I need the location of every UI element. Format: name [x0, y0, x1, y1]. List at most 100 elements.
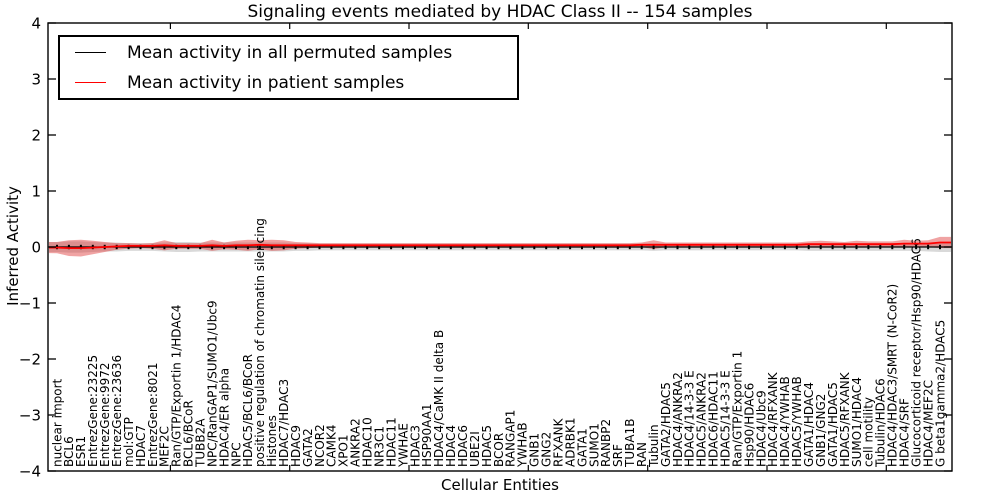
legend: Mean activity in all permuted samples Me… [58, 35, 519, 100]
permuted-point-marker [139, 244, 142, 250]
permuted-point-marker [557, 244, 560, 250]
permuted-point-marker [628, 244, 631, 250]
permuted-point-marker [748, 244, 751, 250]
permuted-point-marker [354, 244, 357, 250]
permuted-point-marker [760, 244, 762, 250]
x-tick-label: HDAC4/Ubc9 [754, 390, 768, 467]
permuted-point-marker [545, 244, 548, 250]
x-tick-label: TUBB2A [194, 418, 208, 468]
x-tick-label: Tubulin/HDAC6 [874, 378, 888, 468]
x-tick-label: HDAC4/YWHAB [778, 376, 792, 467]
x-tick-label: Histones [265, 415, 279, 467]
permuted-point-marker [235, 244, 237, 250]
y-tick-label: 4 [31, 15, 41, 33]
permuted-point-marker [211, 244, 214, 250]
permuted-line-swatch [75, 52, 106, 53]
permuted-point-marker [306, 244, 309, 250]
x-tick-label: NPC/RanGAP1/SUMO1/Ubc9 [205, 300, 219, 467]
x-tick-label: HDAC6/HDAC11 [707, 371, 721, 467]
legend-label-patient: Mean activity in patient samples [127, 72, 405, 93]
legend-item-patient: Mean activity in patient samples [60, 68, 517, 97]
x-tick-label: Ran/GTP/Exportin 1 [730, 351, 744, 467]
permuted-point-marker [581, 244, 583, 250]
x-tick-label: HDAC4/HDAC3/SMRT (N-CoR2) [886, 284, 900, 467]
x-tick-label: HDAC4/SRF [898, 398, 912, 467]
x-tick-label: HDAC5/BCL6/BCoR [241, 354, 255, 467]
x-tick-label: HDAC5/YWHAB [790, 376, 804, 467]
x-tick-label: nuclear import [50, 378, 64, 467]
permuted-point-marker [449, 244, 452, 250]
y-tick-label: 1 [31, 183, 41, 201]
x-tick-label: EntrezGene:9972 [98, 363, 112, 468]
permuted-point-marker [700, 244, 703, 250]
permuted-point-marker [795, 244, 798, 250]
x-tick-label: HDAC4/MEF2C [921, 380, 935, 467]
x-tick-label: RAN [635, 442, 649, 467]
x-tick-label: GNB1/GNG2 [814, 394, 828, 467]
x-tick-label: BCL6 [62, 436, 76, 467]
x-tick-label: EntrezGene:23225 [86, 355, 100, 467]
permuted-point-marker [294, 244, 297, 250]
permuted-point-marker [569, 244, 572, 250]
permuted-point-marker [175, 244, 178, 250]
permuted-point-marker [855, 244, 858, 250]
permuted-point-marker [378, 244, 381, 250]
permuted-point-marker [664, 244, 667, 250]
permuted-point-marker [891, 244, 894, 250]
permuted-point-marker [425, 244, 428, 250]
permuted-point-marker [258, 244, 261, 250]
permuted-point-marker [151, 244, 154, 250]
permuted-point-marker [187, 244, 190, 250]
y-tick-label: −1 [19, 295, 41, 313]
permuted-point-marker [783, 244, 786, 250]
x-tick-label: UBE2I [468, 431, 482, 467]
permuted-point-marker [414, 244, 416, 250]
x-tick-label: CAMK4 [325, 425, 339, 467]
x-tick-label: HDAC5/RFXANK [838, 371, 852, 467]
x-tick-label: HDAC3 [408, 425, 422, 467]
permuted-point-marker [402, 244, 404, 250]
permuted-point-marker [79, 244, 82, 250]
x-tick-label: positive regulation of chromatin silenci… [253, 218, 267, 467]
x-tick-label: NR3C1 [373, 426, 387, 467]
permuted-point-marker [867, 244, 870, 250]
x-tick-label: BCOR [492, 433, 506, 467]
permuted-point-marker [640, 244, 643, 250]
permuted-point-marker [67, 244, 70, 250]
x-tick-label: HDAC4/RFXANK [766, 371, 780, 467]
x-tick-label: HSP90AA1 [420, 403, 434, 467]
x-tick-label: RANGAP1 [504, 410, 518, 467]
y-tick-label: −3 [19, 407, 41, 425]
x-tick-label: Hsp90/HDAC6 [742, 383, 756, 467]
y-tick-label: 3 [31, 71, 41, 89]
x-tick-label: cell motility [862, 397, 876, 467]
x-tick-label: HDAC6 [456, 425, 470, 467]
x-tick-label: XPO1 [337, 434, 351, 467]
permuted-point-marker [819, 244, 822, 250]
x-tick-label: SUMO1 [587, 423, 601, 467]
patient-mean-line [49, 241, 951, 250]
x-tick-label: GNG2 [540, 432, 554, 467]
permuted-point-marker [724, 244, 727, 250]
permuted-point-marker [807, 244, 810, 250]
x-tick-label: YWHAE [396, 423, 410, 468]
x-tick-label: YWHAB [516, 422, 530, 468]
permuted-point-marker [736, 244, 739, 250]
x-tick-label: HDAC9 [289, 425, 303, 467]
permuted-point-marker [437, 244, 440, 250]
permuted-point-marker [127, 244, 130, 250]
x-tick-label: Ran/GTP/Exportin 1/HDAC4 [170, 305, 184, 467]
x-tick-label: ANKRA2 [349, 418, 363, 467]
x-tick-label: EntrezGene:23636 [110, 355, 124, 467]
permuted-point-marker [712, 244, 715, 250]
permuted-point-marker [939, 244, 941, 250]
permuted-point-marker [366, 244, 369, 250]
x-tick-label: NPC [229, 442, 243, 467]
x-tick-label: BCL6/BCoR [182, 400, 196, 467]
x-tick-label: GATA1/HDAC4 [802, 382, 816, 467]
x-tick-label: HDAC5/14-3-3 E [719, 370, 733, 467]
x-tick-label: SRF [611, 444, 625, 467]
permuted-point-marker [509, 244, 512, 250]
x-tick-label: HDAC4/14-3-3 E [683, 370, 697, 467]
